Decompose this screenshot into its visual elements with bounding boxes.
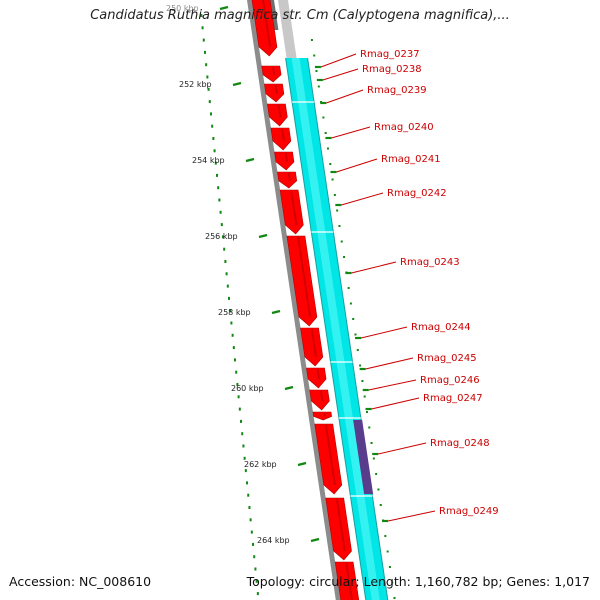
cds-arrow-shade xyxy=(284,152,289,163)
cds-arrow-shade xyxy=(290,190,298,226)
cds-arrow xyxy=(334,561,360,600)
gene-leader-line xyxy=(336,158,378,173)
ruler-label-264kbp: 264 kbp xyxy=(257,536,290,545)
backbone-track-upper xyxy=(277,0,297,58)
gene-leader-line xyxy=(351,261,397,274)
cds-arrow xyxy=(279,189,304,235)
ruler-label-254kbp: 254 kbp xyxy=(192,156,225,165)
cds-arrow-shade xyxy=(345,562,353,600)
cds-arrow xyxy=(286,235,318,327)
cds-arrow xyxy=(270,127,292,151)
ruler-label-256kbp: 256 kbp xyxy=(205,232,238,241)
gene-label: Rmag_0238 xyxy=(362,64,422,75)
ruler-major-tick xyxy=(310,537,320,543)
cds-arrow xyxy=(300,327,324,367)
rna-track-inner xyxy=(291,58,380,600)
ruler-label-252kbp: 252 kbp xyxy=(179,80,212,89)
cds-arrow-shade xyxy=(324,424,336,486)
cds-arrow xyxy=(251,0,278,57)
cds-arrow-shade xyxy=(297,236,312,318)
ruler-label-258kbp: 258 kbp xyxy=(218,308,251,317)
cds-arrow-shade xyxy=(281,128,286,142)
gene-leader-line xyxy=(360,326,408,339)
gene-leader-line xyxy=(320,53,357,68)
gene-label: Rmag_0245 xyxy=(417,353,477,364)
rna-track-edge xyxy=(307,57,389,600)
cds-arrow-shade xyxy=(310,328,317,358)
gene-label: Rmag_0237 xyxy=(360,49,420,60)
gene-leader-line xyxy=(371,397,420,410)
gene-label: Rmag_0244 xyxy=(411,322,471,333)
gene-leader-line xyxy=(388,510,436,522)
highlighted-feature xyxy=(353,420,374,494)
rna-track-edge xyxy=(285,57,367,600)
gene-label: Rmag_0240 xyxy=(374,122,434,133)
gene-leader-line xyxy=(368,379,417,391)
cds-arrow xyxy=(274,151,295,171)
gene-label: Rmag_0241 xyxy=(381,154,441,165)
ruler-label-262kbp: 262 kbp xyxy=(244,460,277,469)
backbone-track xyxy=(247,0,341,600)
cds-arrow xyxy=(309,389,330,411)
ruler-label-250kbp: 250 kbp xyxy=(166,4,199,13)
accession-text: Accession: NC_008610 xyxy=(9,574,152,589)
map-title: Candidatus Ruthia magnifica str. Cm (Cal… xyxy=(90,8,510,23)
gene-label: Rmag_0248 xyxy=(430,438,490,449)
cds-arrow-shade xyxy=(316,368,321,380)
cds-arrow xyxy=(314,423,343,495)
cds-arrow-shade xyxy=(335,498,346,552)
cds-arrow-shade xyxy=(319,390,324,402)
gene-leader-line xyxy=(341,192,384,206)
gene-leader-line xyxy=(322,68,359,81)
cds-arrow-shade xyxy=(262,0,272,48)
ruler-major-tick xyxy=(297,461,307,467)
cds-arrow-shade xyxy=(277,104,282,118)
ruler-major-tick xyxy=(232,81,242,87)
topology-text: Topology: circular; Length: 1,160,782 bp… xyxy=(246,574,590,589)
ruler-major-tick xyxy=(258,233,268,239)
cds-arrow xyxy=(267,103,288,127)
cds-arrow-shade xyxy=(323,412,326,417)
gene-label: Rmag_0243 xyxy=(400,257,460,268)
cds-arrow xyxy=(264,83,285,103)
cds-arrow-shade xyxy=(271,66,276,75)
gene-label: Rmag_0239 xyxy=(367,85,427,96)
cds-arrow xyxy=(261,65,282,83)
gene-label: Rmag_0247 xyxy=(423,393,483,404)
gene-label: Rmag_0242 xyxy=(387,188,447,199)
ruler-major-tick xyxy=(284,385,294,391)
ruler-major-tick xyxy=(245,157,255,163)
gene-leader-line xyxy=(365,357,414,370)
gene-label: Rmag_0246 xyxy=(420,375,480,386)
gene-leader-line xyxy=(326,89,364,104)
ruler-major-tick xyxy=(271,309,281,315)
ruler-major-tick xyxy=(219,5,229,11)
cds-arrow xyxy=(306,367,327,389)
cds-arrow-shade xyxy=(287,172,291,181)
cds-arrow xyxy=(277,171,298,189)
gene-label: Rmag_0249 xyxy=(439,506,499,517)
cds-arrow xyxy=(325,497,352,561)
cds-arrow-shade xyxy=(274,84,279,95)
gene-leader-line xyxy=(331,126,371,139)
ruler-label-260kbp: 260 kbp xyxy=(231,384,264,393)
gene-leader-line xyxy=(378,442,427,455)
cds-arrow xyxy=(312,411,332,421)
